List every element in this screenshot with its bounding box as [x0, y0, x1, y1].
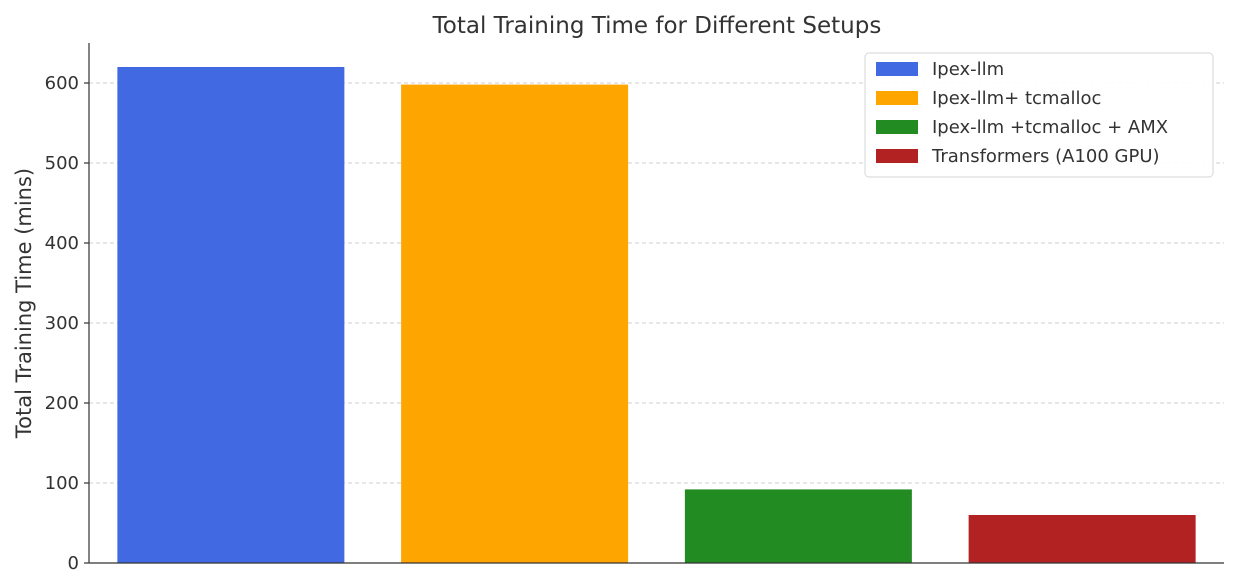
y-tick-label: 500: [45, 153, 79, 174]
y-axis-ticks: 0 100 200 300 400 500 600: [45, 73, 89, 574]
bars: [117, 67, 1196, 563]
bar-ipex-llm-tcmalloc: [401, 84, 629, 563]
legend-label: Ipex-llm+ tcmalloc: [932, 88, 1101, 109]
legend-entry: Ipex-llm +tcmalloc + AMX: [876, 117, 1168, 138]
bar-ipex-llm: [117, 67, 345, 563]
legend-label: Transformers (A100 GPU): [931, 146, 1160, 167]
legend-swatch: [876, 62, 918, 76]
legend-swatch: [876, 91, 918, 105]
axes: [88, 43, 1224, 564]
bar-transformers-a100-gpu: [968, 515, 1196, 563]
legend-entry: Ipex-llm+ tcmalloc: [876, 88, 1101, 109]
y-tick-label: 100: [45, 473, 79, 494]
y-tick-label: 600: [45, 73, 79, 94]
bar-ipex-llm-tcmalloc-amx: [684, 489, 912, 563]
legend: Ipex-llm Ipex-llm+ tcmalloc Ipex-llm +tcma…: [864, 52, 1214, 178]
y-tick-label: 400: [45, 233, 79, 254]
y-axis-label: Total Training Time (mins): [12, 168, 36, 439]
legend-label: Ipex-llm: [932, 59, 1004, 80]
legend-label: Ipex-llm +tcmalloc + AMX: [932, 117, 1168, 138]
legend-swatch: [876, 149, 918, 163]
legend-entry: Transformers (A100 GPU): [876, 146, 1160, 167]
y-tick-label: 200: [45, 393, 79, 414]
legend-entry: Ipex-llm: [876, 59, 1004, 80]
chart-title: Total Training Time for Different Setups: [432, 13, 882, 39]
y-tick-label: 0: [68, 553, 79, 574]
legend-frame: [864, 52, 1214, 178]
legend-items: Ipex-llm Ipex-llm+ tcmalloc Ipex-llm +tcma…: [876, 59, 1168, 167]
y-tick-label: 300: [45, 313, 79, 334]
legend-swatch: [876, 120, 918, 134]
